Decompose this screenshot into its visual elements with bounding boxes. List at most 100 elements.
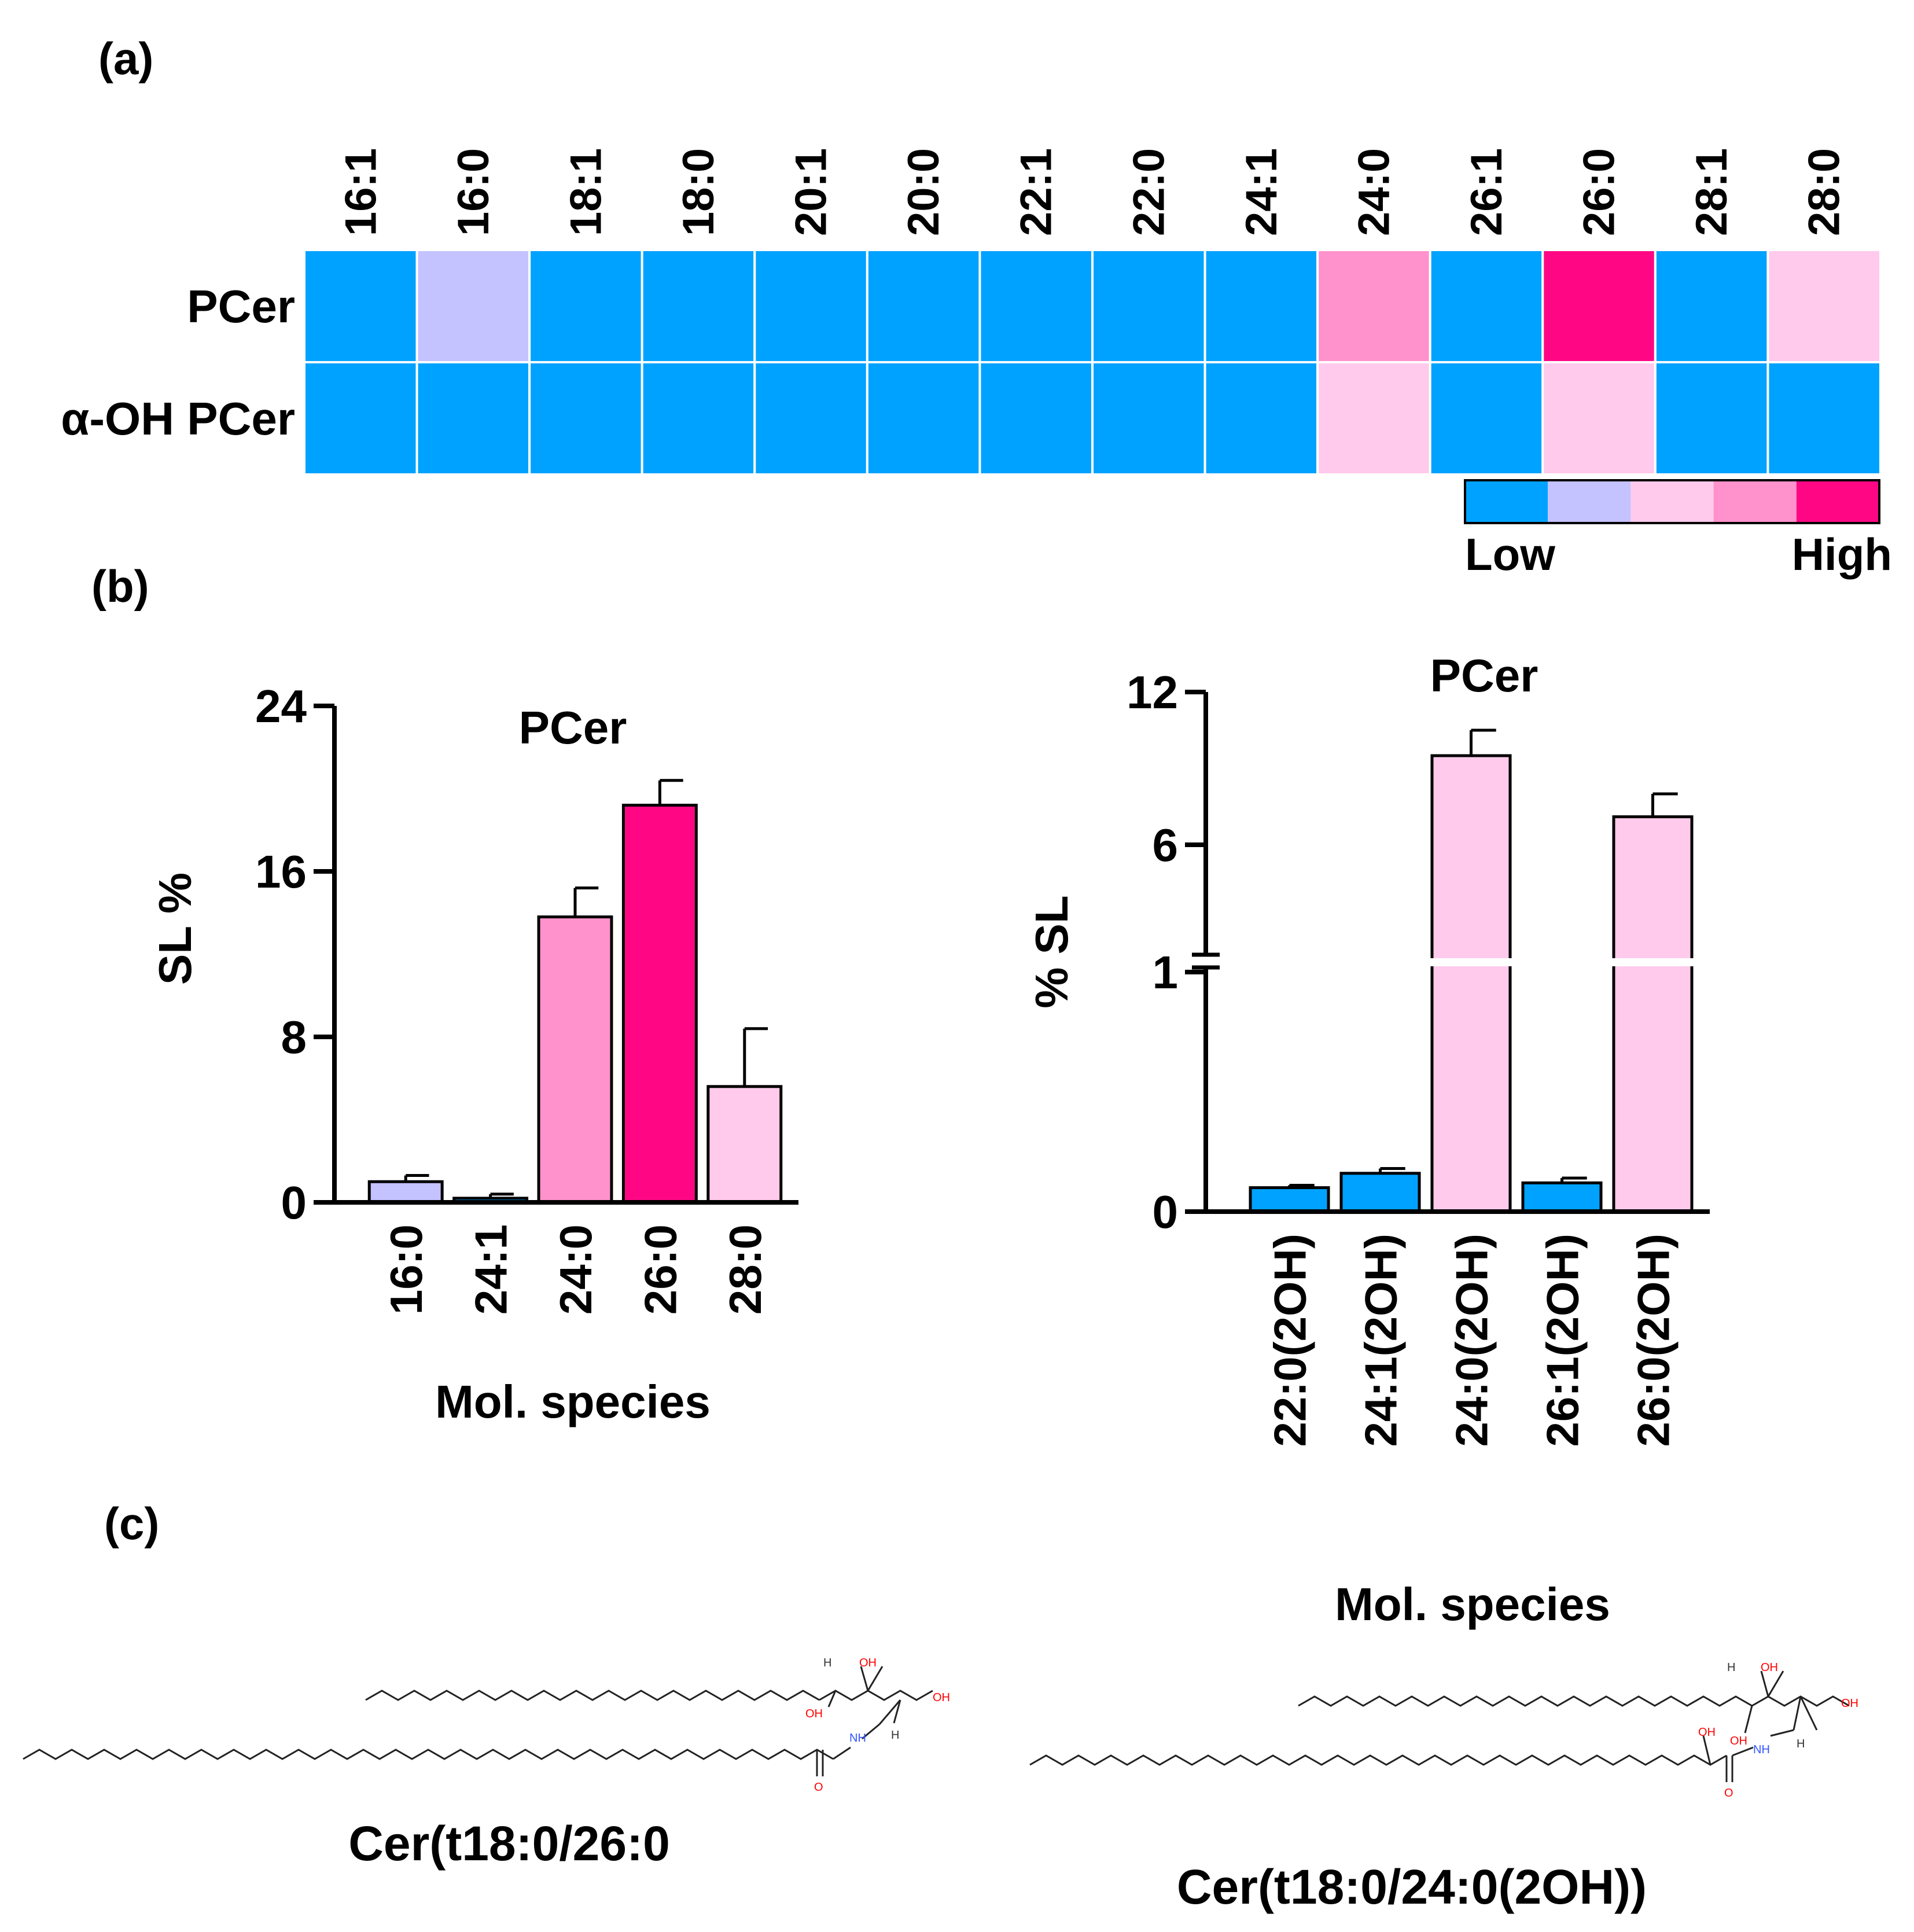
y-tick-label: 1 [1153,947,1179,998]
structure2-nh: NH [1753,1743,1770,1756]
x-tick-label: 28:0 [720,1224,771,1315]
structure1-oh-bottom: OH [805,1707,823,1720]
y-tick-label: 16 [255,846,307,897]
structure1-sphingoid-chain [365,1690,820,1701]
heatmap-cell [978,361,1094,476]
x-tick-label: 24:1 [466,1224,517,1315]
heatmap-cell [1091,249,1206,363]
heatmap-column-label: 24:0 [1349,148,1398,236]
heatmap-column-label: 22:1 [1012,148,1061,236]
structure2-oh-acyl: OH [1698,1726,1716,1739]
x-tick-label: 22:0(2OH) [1265,1234,1316,1447]
bar [537,915,613,1204]
heatmap-cell [1541,249,1657,363]
heatmap-cell [303,249,418,363]
y-tick-label: 6 [1153,819,1179,871]
heatmap-cell [528,361,643,476]
bar [367,1180,444,1204]
axis-break-gap-axis [1192,955,1221,967]
heatmap-cell [1429,249,1544,363]
x-tick-label: 24:0 [550,1224,601,1315]
heatmap: 16:1 16:0 18:1 18:0 20:1 20:0 22:1 22:0 24:1 24:0… [61,148,1882,476]
structure1-h-bottom: H [891,1729,899,1742]
heatmap-cell [866,361,981,476]
x-tick-label: 24:0(2OH) [1446,1234,1497,1447]
heatmap-column-label: 28:0 [1800,148,1849,236]
heatmap-column-label: 24:1 [1237,148,1286,236]
structure2-h-bottom: H [1797,1738,1805,1750]
heatmap-color-scale: Low High [1464,479,1892,580]
heatmap-cell [753,249,868,363]
bar [1339,1172,1421,1213]
heatmap-row-label: α-OH PCer [61,393,295,444]
bar-chart-alpha-oh-pcer: PCer % SL Mol. species 22:0(2OH) 24:1(2OH… [1026,650,1724,1630]
heatmap-cell [528,249,643,363]
structure-cer-t18-0-24-0-2oh: OH H OH OH OH NH H O Cer(t18:0/24:0(2OH)… [1029,1661,1858,1914]
heatmap-column-label: 18:1 [561,148,610,236]
structure1-h-top: H [823,1657,831,1669]
heatmap-cell [1203,361,1319,476]
bar [1249,1186,1330,1213]
color-scale-swatch [1713,480,1797,523]
structure2-name: Cer(t18:0/24:0(2OH)) [1177,1860,1647,1914]
structure1-oh-right: OH [933,1691,950,1704]
structure-cer-t18-0-26-0: OH H OH OH NH H O Cer(t18:0/26:0 [23,1657,950,1871]
bar-chart-pcer: PCer SL % Mol. species 16:0 24:1 24:0 26:0 2… [149,680,798,1427]
color-scale-swatch [1796,480,1879,523]
structure2-oh-top: OH [1761,1661,1778,1674]
y-tick-label: 0 [1153,1186,1179,1238]
bar [1612,815,1694,1213]
heatmap-column-label: 16:1 [336,148,385,236]
bar1-title: PCer [519,702,627,753]
structure2-sphingoid-chain [1298,1695,1850,1707]
structure2-o: O [1724,1787,1733,1799]
heatmap-cell [1654,361,1769,476]
heatmap-column-label: 18:0 [674,148,723,236]
axis-break-gap [1227,958,1724,966]
bar [621,804,698,1204]
heatmap-cell [1429,361,1544,476]
heatmap-cell [866,249,981,363]
bar2-xlabel: Mol. species [1335,1578,1610,1630]
heatmap-cell [1766,361,1882,476]
heatmap-column-label: 26:1 [1462,148,1511,236]
heatmap-cell [641,361,756,476]
structure1-name: Cer(t18:0/26:0 [348,1816,670,1871]
structure2-h-top: H [1727,1661,1735,1674]
heatmap-cell [1203,249,1319,363]
y-tick-label: 8 [281,1011,307,1063]
heatmap-cell [415,361,531,476]
x-tick-label: 26:1(2OH) [1537,1234,1588,1447]
heatmap-column-label: 28:1 [1687,148,1736,236]
heatmap-column-label: 26:0 [1575,148,1624,236]
heatmap-cell [415,249,531,363]
heatmap-row-label: PCer [187,281,295,332]
bar [1430,754,1512,1213]
bar1-xlabel: Mol. species [435,1376,711,1427]
heatmap-cell [641,249,756,363]
color-scale-swatch [1630,480,1714,523]
heatmap-column-label: 22:0 [1124,148,1173,236]
heatmap-column-label: 20:1 [787,148,836,236]
bar2-title: PCer [1430,650,1538,701]
bar [706,1085,783,1204]
structure1-oh-top: OH [859,1657,877,1669]
color-scale-swatch [1465,480,1548,523]
heatmap-cell [1316,249,1431,363]
structure2-oh-right: OH [1841,1697,1858,1710]
bar1-ylabel: SL % [149,873,201,985]
x-tick-label: 26:0(2OH) [1628,1234,1679,1447]
heatmap-cell [978,249,1094,363]
structure1-o: O [814,1781,823,1794]
structure2-acyl-chain [1029,1754,1727,1766]
heatmap-cell [1766,249,1882,363]
structure1-acyl-chain [23,1749,834,1760]
x-tick-label: 16:0 [381,1224,432,1315]
heatmap-cell [1654,249,1769,363]
y-tick-label: 24 [255,680,307,732]
panel-label-c: (c) [104,1498,159,1549]
scale-high-label: High [1792,529,1892,580]
x-tick-label: 24:1(2OH) [1356,1234,1407,1447]
structure1-nh: NH [849,1732,866,1745]
structure2-oh-bottom: OH [1730,1735,1747,1747]
